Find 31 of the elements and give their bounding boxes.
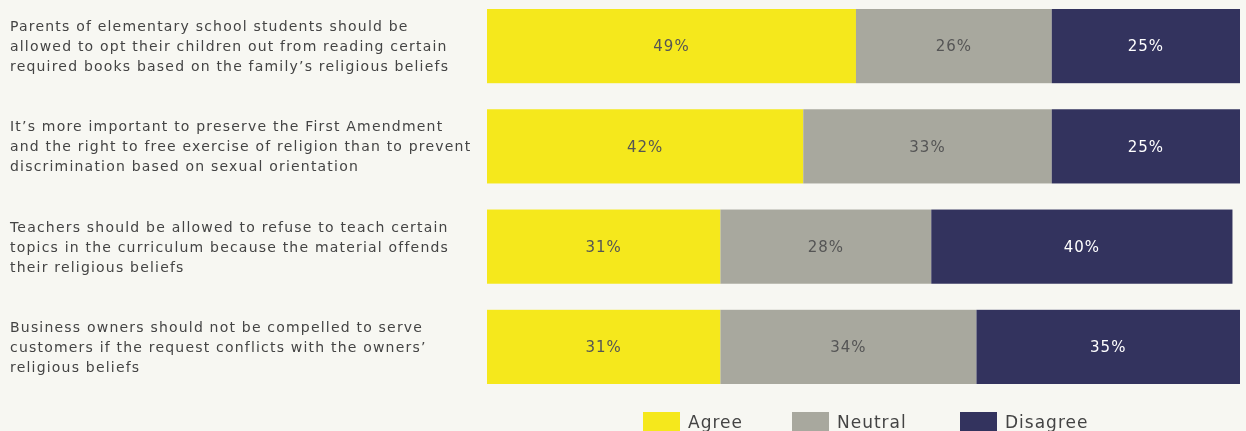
data-label: 49%	[653, 37, 690, 56]
legend-label: Agree	[688, 412, 743, 431]
bar	[487, 309, 721, 384]
data-label: 31%	[585, 338, 622, 357]
bar	[931, 209, 1233, 284]
data-label: 28%	[807, 237, 845, 256]
bar	[976, 309, 1240, 384]
data-label: 42%	[626, 137, 664, 156]
data-label: 26%	[935, 37, 973, 56]
data-label: 35%	[1090, 338, 1127, 357]
y-tick-label: Business owners should not be compelled to serve customers if the request conflicts with the owners’ religious beliefs	[10, 318, 427, 375]
legend-label: Neutral	[837, 412, 907, 431]
bar	[1051, 109, 1240, 184]
y-tick-label: It’s more important to preserve the First Amendment and the right to free exercise of religion than to prevent discrimination based on sexual orientation	[10, 118, 472, 175]
bar	[803, 109, 1052, 184]
data-label: 40%	[1063, 237, 1101, 256]
bar	[855, 9, 1052, 84]
bar	[720, 209, 932, 284]
data-label: 25%	[1127, 137, 1165, 156]
bar	[1051, 9, 1240, 84]
legend-label: Disagree	[1005, 412, 1089, 431]
y-tick-label: Parents of elementary school students should be allowed to opt their children out from reading certain required books based on the family’s religious beliefs	[10, 18, 450, 74]
y-tick-label: Teachers should be allowed to refuse to teach certain topics in the curriculum because the material offends their religious beliefs	[9, 218, 450, 275]
bar	[487, 209, 721, 284]
bar	[487, 109, 804, 184]
bar	[720, 309, 977, 384]
bar	[487, 9, 856, 84]
data-label: 25%	[1127, 37, 1165, 56]
data-label: 31%	[585, 237, 622, 256]
data-label: 34%	[830, 338, 867, 357]
data-label: 33%	[909, 137, 946, 156]
